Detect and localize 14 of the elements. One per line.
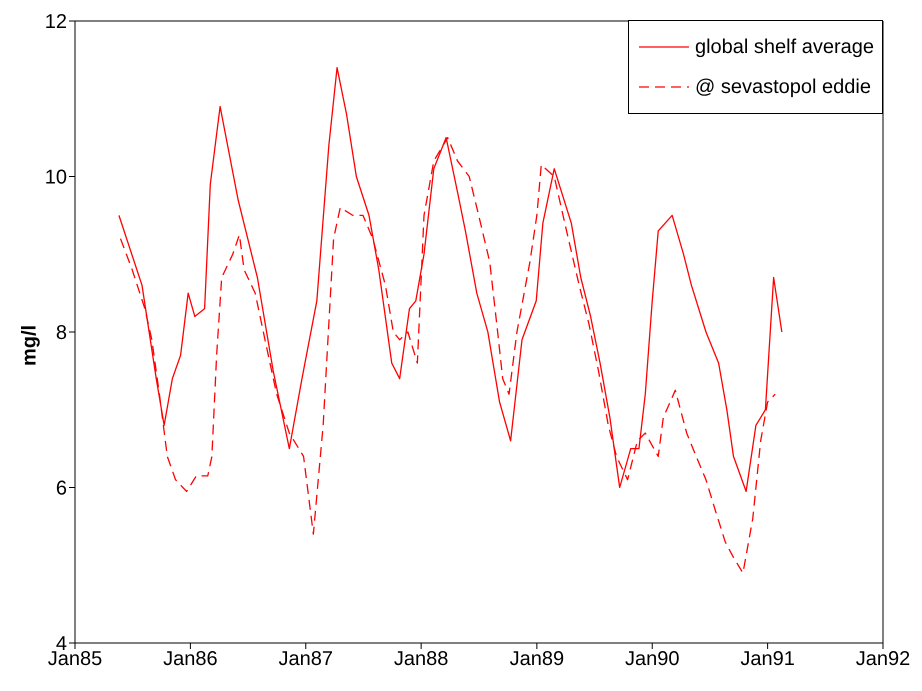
x-tick-label: Jan88 <box>394 648 448 670</box>
y-tick-label: 8 <box>56 322 67 344</box>
x-tick-label: Jan86 <box>163 648 218 670</box>
y-axis-title: mg/l <box>18 324 42 366</box>
x-tick-label: Jan87 <box>278 648 334 670</box>
x-tick-label: Jan89 <box>510 648 564 670</box>
y-tick-label: 10 <box>44 166 67 189</box>
x-tick-label: Jan91 <box>740 648 795 670</box>
y-tick-label: 12 <box>44 11 67 34</box>
x-tick-label: Jan90 <box>624 648 680 670</box>
legend-label: @ sevastopol eddie <box>694 76 871 98</box>
y-tick-label: 6 <box>56 478 67 500</box>
legend-label: global shelf average <box>694 36 874 58</box>
x-tick-label: Jan92 <box>856 648 910 670</box>
